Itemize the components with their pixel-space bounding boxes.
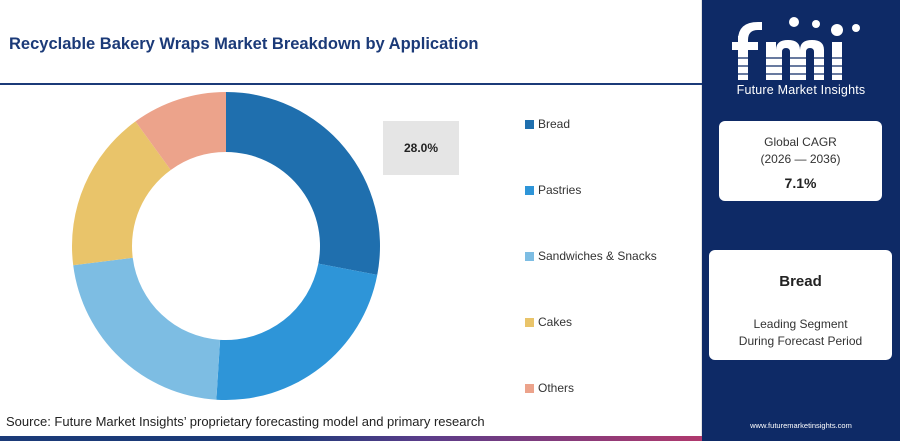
chart-title: Recyclable Bakery Wraps Market Breakdown… [9, 35, 479, 53]
brand-panel: Future Market Insights Global CAGR (2026… [702, 0, 900, 441]
legend-label: Sandwiches & Snacks [538, 249, 657, 263]
donut-slice-pastries [216, 263, 378, 400]
bread-share-callout: 28.0% [383, 121, 459, 175]
legend-swatch [525, 383, 534, 393]
cagr-card: Global CAGR (2026 — 2036) 7.1% [719, 121, 882, 201]
donut-chart [71, 92, 381, 400]
cagr-label: Global CAGR [764, 135, 837, 149]
legend-swatch [525, 119, 534, 129]
legend-swatch [525, 317, 534, 327]
donut-slice-others [135, 92, 226, 170]
donut-slice-sandwiches-snacks [73, 257, 221, 400]
legend-swatch [525, 185, 534, 195]
leading-segment-caption: Leading Segment [753, 317, 848, 331]
bottom-divider [0, 436, 702, 441]
cagr-value: 7.1% [784, 175, 817, 191]
legend-item-pastries: Pastries [525, 183, 581, 197]
title-divider [0, 83, 702, 85]
legend-item-others: Others [525, 381, 574, 395]
legend-item-bread: Bread [525, 117, 570, 131]
legend-label: Cakes [538, 315, 573, 329]
brand-name: Future Market Insights [736, 83, 866, 97]
legend-item-cakes: Cakes [525, 315, 572, 329]
fmi-logo-icon [732, 17, 872, 80]
donut-slice-cakes [71, 121, 171, 266]
donut-slice-bread [226, 92, 381, 275]
leading-segment-card: Bread Leading Segment During Forecast Pe… [709, 250, 892, 360]
cagr-period: (2026 — 2036) [760, 152, 841, 166]
legend-label: Others [538, 381, 575, 395]
chart-panel: Recyclable Bakery Wraps Market Breakdown… [0, 0, 702, 441]
source-note: Source: Future Market Insights’ propriet… [6, 414, 485, 429]
leading-segment-name: Bread [779, 273, 822, 290]
leading-segment-period: During Forecast Period [738, 334, 863, 348]
website-url: www.futuremarketinsights.com [750, 421, 852, 430]
legend-item-sandwiches-snacks: Sandwiches & Snacks [525, 249, 657, 263]
legend-swatch [525, 251, 534, 261]
legend-label: Bread [538, 117, 571, 131]
legend-label: Pastries [538, 183, 582, 197]
